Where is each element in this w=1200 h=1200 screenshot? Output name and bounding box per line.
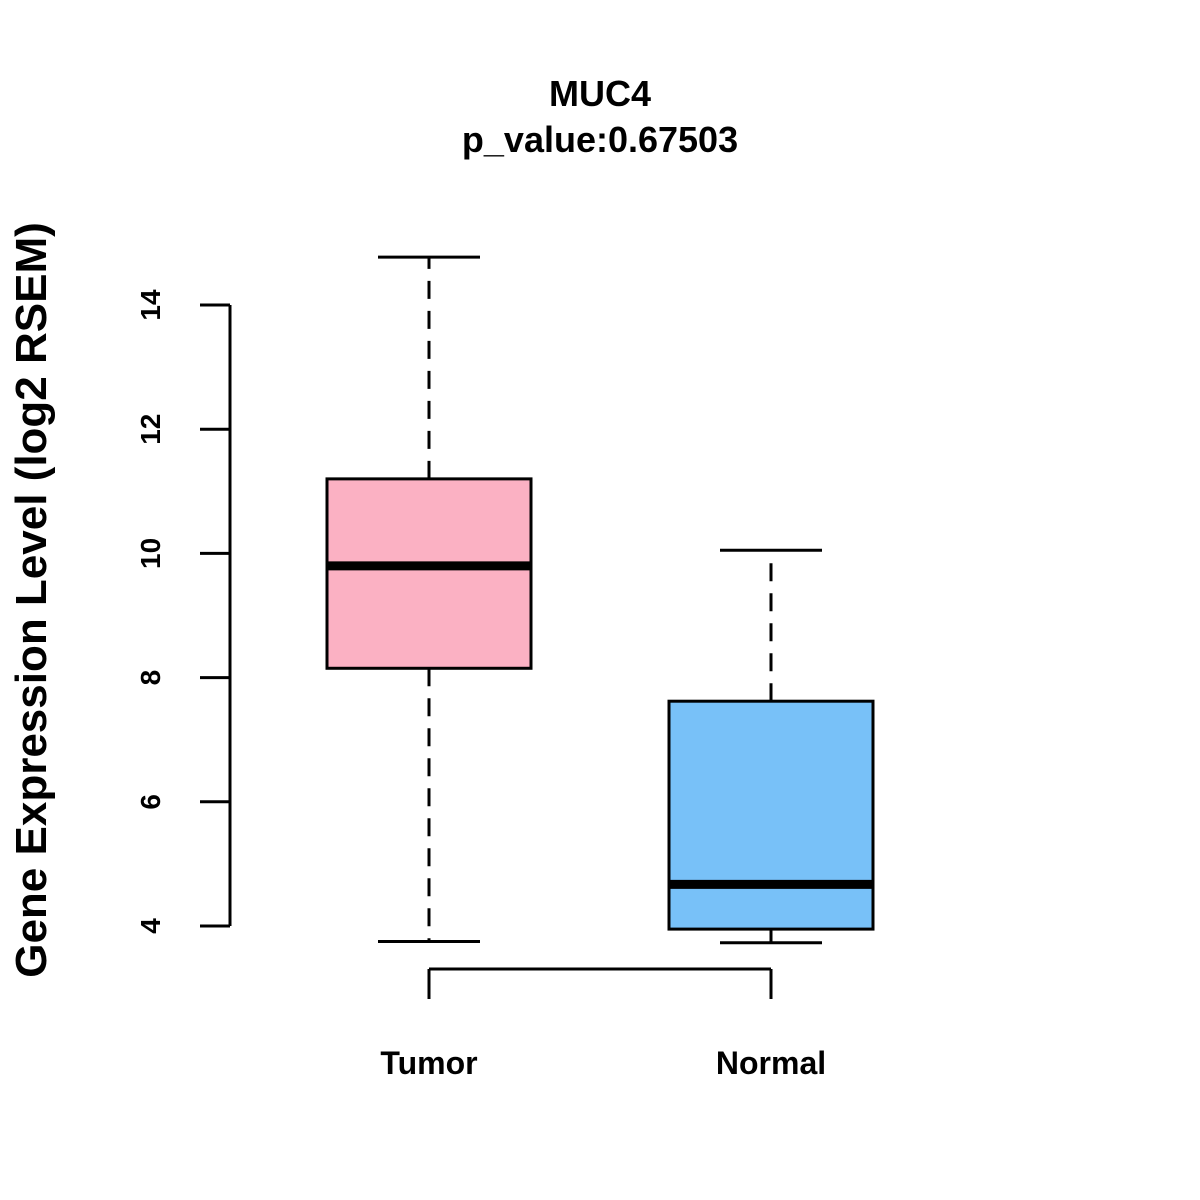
x-category-label: Tumor xyxy=(380,1045,477,1081)
x-category-label: Normal xyxy=(716,1045,826,1081)
x-labels: Tumor Normal xyxy=(380,1045,826,1081)
chart-subtitle: p_value:0.67503 xyxy=(462,119,738,160)
iqr-box xyxy=(325,477,533,670)
y-tick-label: 6 xyxy=(135,794,166,810)
y-tick-label: 8 xyxy=(135,670,166,686)
y-tick-label: 10 xyxy=(135,538,166,569)
y-axis: 4 6 8 10 12 14 xyxy=(135,289,232,934)
box-normal xyxy=(667,548,875,945)
group-bracket xyxy=(427,967,773,999)
chart-title: MUC4 xyxy=(549,73,651,114)
boxes xyxy=(325,255,875,945)
y-tick-label: 12 xyxy=(135,414,166,445)
iqr-box xyxy=(667,699,875,931)
y-tick-label: 14 xyxy=(135,289,166,321)
y-tick-label: 4 xyxy=(135,918,166,934)
y-axis-label: Gene Expression Level (log2 RSEM) xyxy=(7,222,56,978)
box-tumor xyxy=(325,255,533,944)
